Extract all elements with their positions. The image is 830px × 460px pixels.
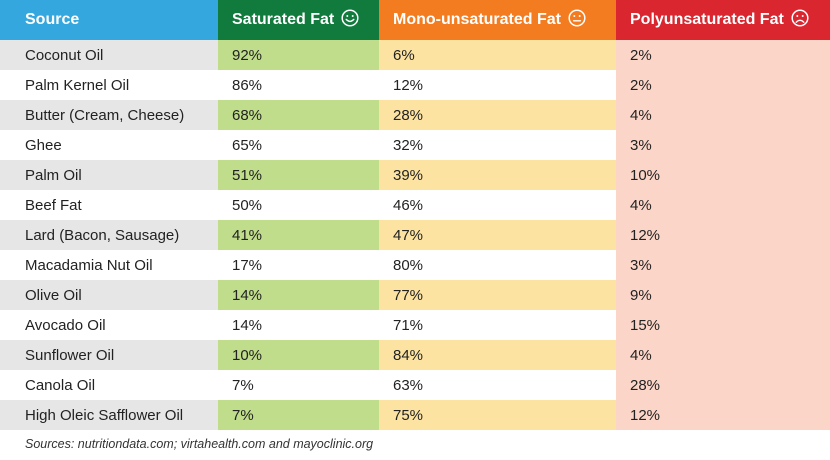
- table-row: Palm Kernel Oil 86% 12% 2%: [0, 70, 830, 100]
- cell-poly: 2%: [616, 70, 830, 100]
- cell-mono: 84%: [379, 340, 616, 370]
- table-row: Beef Fat 50% 46% 4%: [0, 190, 830, 220]
- cell-saturated: 86%: [218, 70, 379, 100]
- table-row: Avocado Oil 14% 71% 15%: [0, 310, 830, 340]
- cell-poly: 15%: [616, 310, 830, 340]
- cell-source: Canola Oil: [0, 370, 218, 400]
- cell-mono: 46%: [379, 190, 616, 220]
- cell-mono: 75%: [379, 400, 616, 430]
- cell-poly: 4%: [616, 100, 830, 130]
- table-row: Coconut Oil 92% 6% 2%: [0, 40, 830, 70]
- table-row: Macadamia Nut Oil 17% 80% 3%: [0, 250, 830, 280]
- cell-mono: 32%: [379, 130, 616, 160]
- cell-saturated: 17%: [218, 250, 379, 280]
- cell-poly: 12%: [616, 400, 830, 430]
- cell-source: Avocado Oil: [0, 310, 218, 340]
- cell-poly: 4%: [616, 190, 830, 220]
- cell-poly: 3%: [616, 250, 830, 280]
- cell-source: High Oleic Safflower Oil: [0, 400, 218, 430]
- cell-poly: 12%: [616, 220, 830, 250]
- cell-poly: 9%: [616, 280, 830, 310]
- header-mono: Mono-unsaturated Fat: [379, 0, 616, 40]
- cell-source: Macadamia Nut Oil: [0, 250, 218, 280]
- fat-composition-table: Source Saturated Fat Mono-unsaturated Fa…: [0, 0, 830, 430]
- cell-source: Palm Oil: [0, 160, 218, 190]
- sources-footnote: Sources: nutritiondata.com; virtahealth.…: [25, 437, 374, 451]
- header-row: Source Saturated Fat Mono-unsaturated Fa…: [0, 0, 830, 40]
- cell-saturated: 7%: [218, 370, 379, 400]
- header-saturated-label: Saturated Fat: [232, 10, 335, 28]
- header-source-label: Source: [25, 11, 80, 28]
- cell-saturated: 7%: [218, 400, 379, 430]
- cell-mono: 47%: [379, 220, 616, 250]
- header-poly: Polyunsaturated Fat: [616, 0, 830, 40]
- cell-saturated: 50%: [218, 190, 379, 220]
- header-mono-label: Mono-unsaturated Fat: [393, 10, 561, 28]
- cell-source: Lard (Bacon, Sausage): [0, 220, 218, 250]
- cell-mono: 77%: [379, 280, 616, 310]
- cell-mono: 80%: [379, 250, 616, 280]
- cell-source: Sunflower Oil: [0, 340, 218, 370]
- table-row: Butter (Cream, Cheese) 68% 28% 4%: [0, 100, 830, 130]
- cell-poly: 2%: [616, 40, 830, 70]
- cell-source: Palm Kernel Oil: [0, 70, 218, 100]
- table-row: Lard (Bacon, Sausage) 41% 47% 12%: [0, 220, 830, 250]
- cell-mono: 63%: [379, 370, 616, 400]
- cell-mono: 39%: [379, 160, 616, 190]
- cell-mono: 6%: [379, 40, 616, 70]
- cell-source: Butter (Cream, Cheese): [0, 100, 218, 130]
- table-row: Ghee 65% 32% 3%: [0, 130, 830, 160]
- cell-saturated: 14%: [218, 280, 379, 310]
- header-poly-label: Polyunsaturated Fat: [630, 10, 784, 28]
- cell-mono: 71%: [379, 310, 616, 340]
- cell-mono: 12%: [379, 70, 616, 100]
- cell-saturated: 65%: [218, 130, 379, 160]
- cell-source: Ghee: [0, 130, 218, 160]
- cell-source: Beef Fat: [0, 190, 218, 220]
- cell-poly: 28%: [616, 370, 830, 400]
- table-row: Canola Oil 7% 63% 28%: [0, 370, 830, 400]
- cell-saturated: 41%: [218, 220, 379, 250]
- cell-saturated: 68%: [218, 100, 379, 130]
- cell-saturated: 51%: [218, 160, 379, 190]
- header-source: Source: [0, 0, 218, 40]
- table-row: Olive Oil 14% 77% 9%: [0, 280, 830, 310]
- cell-poly: 10%: [616, 160, 830, 190]
- table-row: High Oleic Safflower Oil 7% 75% 12%: [0, 400, 830, 430]
- frowning-face-icon: [791, 8, 809, 32]
- cell-mono: 28%: [379, 100, 616, 130]
- cell-poly: 4%: [616, 340, 830, 370]
- cell-saturated: 10%: [218, 340, 379, 370]
- cell-poly: 3%: [616, 130, 830, 160]
- table-row: Palm Oil 51% 39% 10%: [0, 160, 830, 190]
- header-saturated: Saturated Fat: [218, 0, 379, 40]
- cell-source: Olive Oil: [0, 280, 218, 310]
- cell-saturated: 92%: [218, 40, 379, 70]
- smiling-face-icon: [341, 8, 359, 32]
- table-row: Sunflower Oil 10% 84% 4%: [0, 340, 830, 370]
- cell-source: Coconut Oil: [0, 40, 218, 70]
- neutral-face-icon: [568, 8, 586, 32]
- cell-saturated: 14%: [218, 310, 379, 340]
